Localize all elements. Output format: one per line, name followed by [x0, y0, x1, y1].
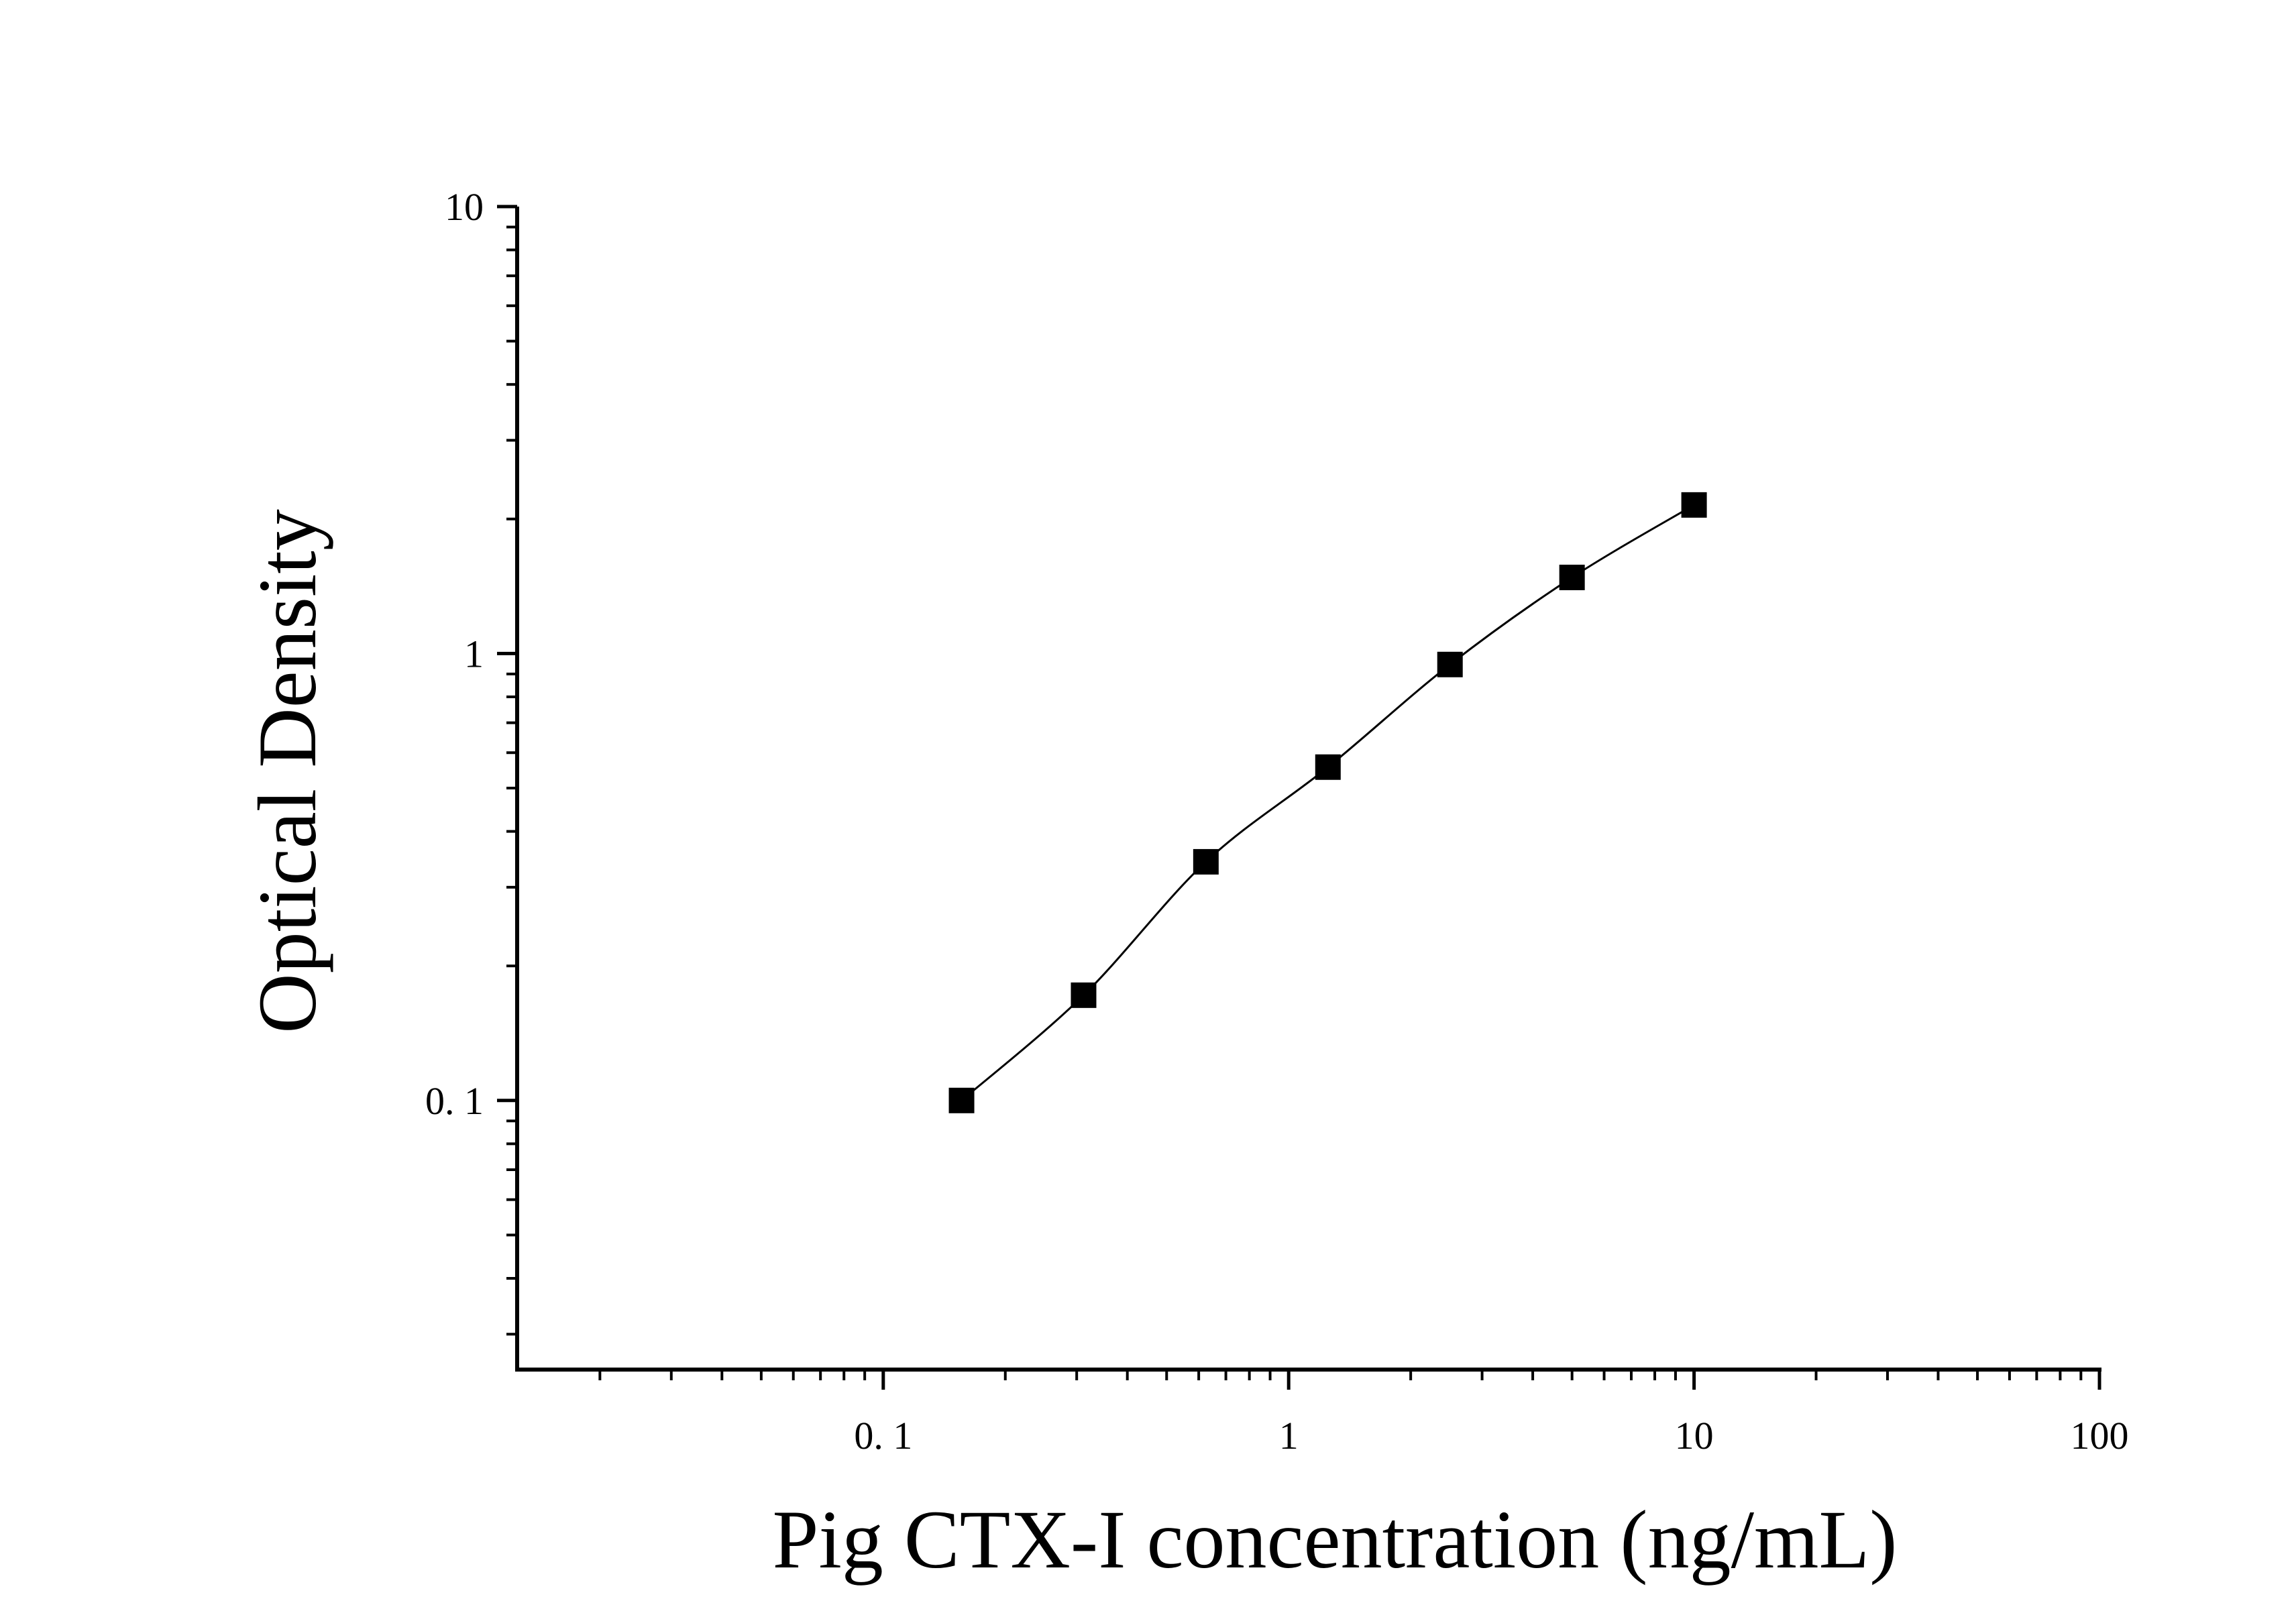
x-tick-label: 100 [2071, 1414, 2129, 1457]
y-tick-label: 0. 1 [425, 1079, 484, 1123]
data-point [1315, 754, 1341, 780]
x-tick-label: 1 [1279, 1414, 1299, 1457]
x-tick-label: 10 [1675, 1414, 1714, 1457]
major-ticks [497, 205, 2101, 1390]
data-point [1071, 982, 1097, 1008]
y-axis-title: Optical Density [241, 509, 333, 1034]
x-axis-title: Pig CTX-I concentration (ng/mL) [772, 1494, 1897, 1586]
data-point [1193, 848, 1219, 875]
fit-curve [961, 504, 1695, 1101]
tick-labels: 0. 1 1 10 100 0. 1 1 10 [425, 185, 2129, 1457]
data-point [1437, 651, 1463, 677]
x-tick-label: 0. 1 [854, 1414, 912, 1457]
y-tick-label: 10 [445, 185, 484, 229]
data-point [1681, 492, 1707, 518]
data-markers [948, 492, 1707, 1113]
data-point [1559, 564, 1585, 590]
data-point [948, 1087, 975, 1113]
minor-ticks [506, 225, 2083, 1380]
y-tick-label: 1 [464, 632, 484, 675]
